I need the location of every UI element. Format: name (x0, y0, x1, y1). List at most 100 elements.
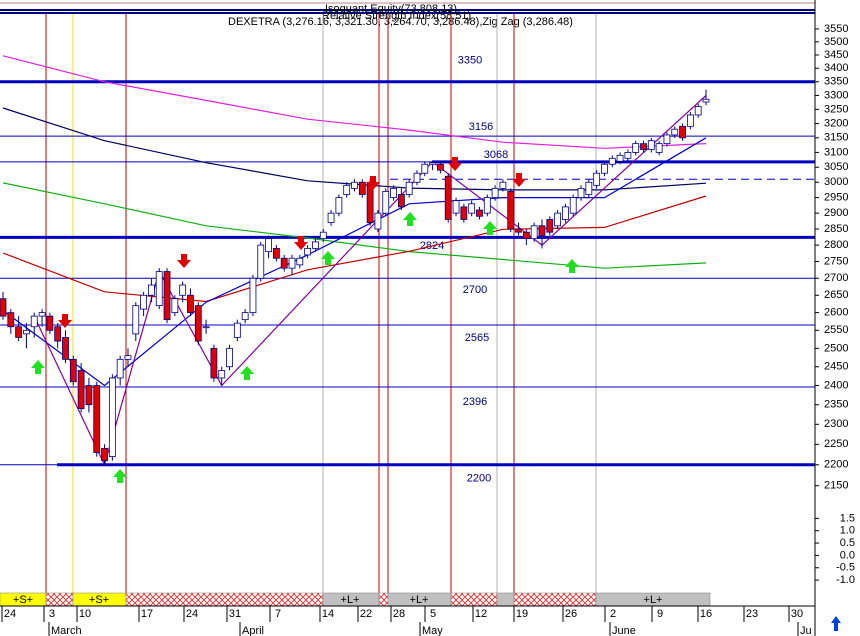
x-axis: 24 3 10 17 24 31 7 14 22 28 5 12 19 26 2 9 16 23 30 March Ap… (1, 606, 812, 636)
candle-body (116, 358, 124, 379)
buy-arrow (113, 469, 127, 483)
candle-body (124, 355, 132, 360)
candle-body (93, 385, 101, 453)
y-tick-label: 3050 (824, 161, 848, 173)
candle-body (288, 257, 296, 269)
candle-body (272, 247, 280, 259)
sell-arrow (448, 157, 462, 171)
candle-body (522, 231, 530, 240)
strip-segment (450, 592, 498, 607)
x-tick-label: 24 (4, 608, 16, 620)
candle-body (15, 326, 23, 338)
x-tick-label: 12 (475, 608, 487, 620)
y-tick-label: 1.0 (840, 525, 855, 537)
candle-body (546, 219, 554, 233)
candle-body (155, 271, 163, 307)
candle-body (562, 206, 569, 220)
y-tick-label: 2200 (824, 459, 848, 471)
candle-body (218, 370, 226, 379)
y-tick-label: 2950 (824, 191, 848, 203)
candle-body (671, 128, 679, 136)
candle-body (54, 326, 62, 342)
y-tick-label: 3100 (824, 146, 848, 158)
y-tick-label: 3400 (824, 62, 848, 74)
y-tick-label: 2550 (824, 324, 848, 336)
candle-body (210, 347, 218, 379)
candle-body (421, 163, 429, 174)
candle-body (148, 284, 155, 296)
x-tick-label: 3 (49, 608, 55, 620)
x-tick-label: 5 (430, 608, 436, 620)
candle-body (608, 157, 616, 165)
candle-body (30, 315, 38, 328)
buy-arrow (31, 360, 45, 374)
candle-body (233, 322, 241, 338)
candle-body (343, 184, 351, 195)
candle-body (515, 228, 522, 233)
scroll-arrow[interactable] (831, 616, 841, 631)
y-tick-label: 2400 (824, 379, 848, 391)
candle-body (140, 294, 148, 310)
candle-body (468, 203, 476, 214)
x-tick-label: 14 (322, 608, 334, 620)
signals (31, 157, 579, 483)
sell-arrow (177, 254, 191, 268)
candle-body (390, 187, 397, 198)
y-tick-label: 2800 (824, 239, 848, 251)
strip-segment (45, 592, 74, 607)
signal-label: +S+ (13, 594, 33, 606)
strip-segment (513, 592, 597, 607)
indicator-line (2, 55, 707, 149)
candle-body (23, 329, 30, 335)
candle-body (702, 98, 710, 103)
month-label: Ju (800, 625, 812, 636)
candle-body (296, 257, 304, 266)
event-lines (45, 14, 597, 606)
y-tick-label: 3300 (824, 89, 848, 101)
x-tick-label: 10 (79, 608, 91, 620)
y-tick-label: 3000 (824, 176, 848, 188)
buy-arrow (565, 259, 579, 273)
strip-segment (496, 592, 515, 607)
candle-body (132, 305, 140, 335)
x-tick-label: 9 (657, 608, 663, 620)
y-tick-label: 2900 (824, 207, 848, 219)
candle-body (194, 305, 202, 342)
y-tick-label: 0.0 (840, 549, 855, 561)
x-tick-label: 19 (516, 608, 528, 620)
candle-body (476, 209, 483, 217)
month-label: April (242, 625, 264, 636)
x-tick-label: 2 (610, 608, 616, 620)
candle-body (686, 114, 694, 127)
level-label: 2565 (465, 332, 489, 344)
candle-body (312, 241, 319, 249)
candle-body (694, 106, 702, 116)
sell-arrow (512, 173, 526, 187)
sell-arrow (58, 314, 72, 328)
candle-body (483, 197, 491, 214)
candle-body (632, 143, 640, 153)
sell-arrow (366, 176, 380, 190)
y-tick-label: 3350 (824, 76, 848, 88)
y-tick-label: 3500 (824, 36, 848, 48)
candle-body (85, 385, 93, 406)
candle-body (108, 377, 116, 457)
y-tick-label: 0.5 (840, 537, 855, 549)
candle-body (397, 194, 405, 208)
y-tick-label: 2500 (824, 342, 848, 354)
y-tick-label: -1.0 (836, 574, 855, 586)
candle-body (491, 187, 499, 198)
candle-body (538, 225, 546, 236)
candle-body (226, 347, 233, 368)
signal-label: +L+ (341, 594, 360, 606)
candle-body (179, 284, 187, 296)
y-tick-label: 2250 (824, 438, 848, 450)
candle-body (46, 315, 54, 331)
y-tick-label: 2150 (824, 480, 848, 492)
y-tick-label: 2650 (824, 289, 848, 301)
month-label: March (51, 625, 82, 636)
candle-body (405, 181, 413, 195)
y-tick-label: 2300 (824, 418, 848, 430)
